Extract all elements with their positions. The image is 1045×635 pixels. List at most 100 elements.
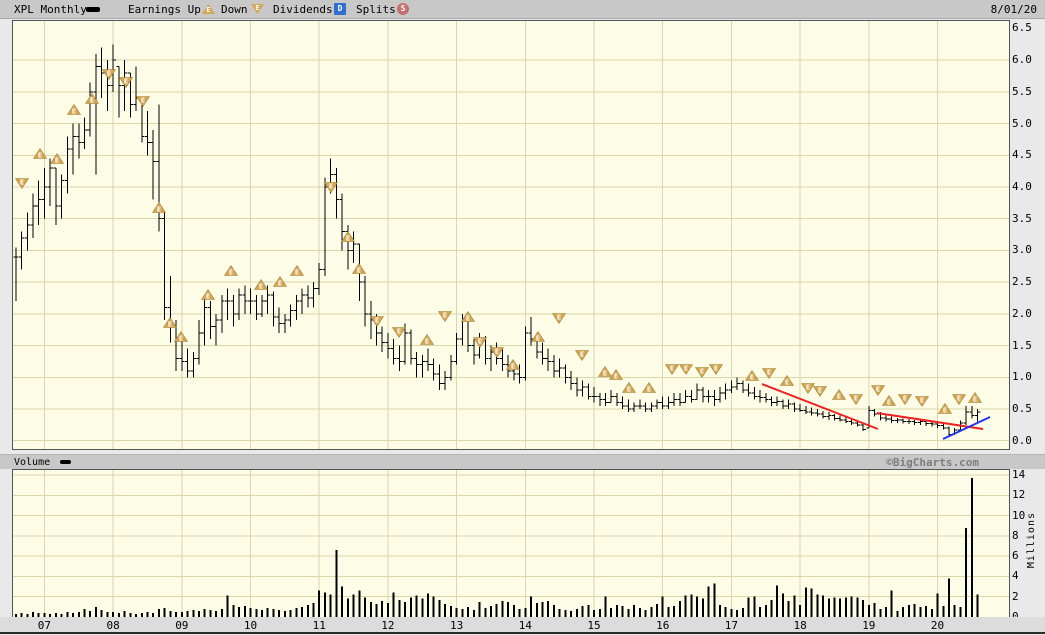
svg-text:E: E — [90, 97, 94, 105]
earnings-up-marker: E — [151, 201, 167, 214]
volume-axis-tick: 12 — [1012, 488, 1026, 502]
price-axis-tick: 3.0 — [1012, 243, 1032, 257]
svg-text:E: E — [876, 386, 880, 394]
x-axis-year-label: 10 — [243, 619, 258, 632]
x-axis-year-label: 13 — [450, 619, 464, 632]
earnings-down-letter: E — [255, 4, 260, 12]
splits-label: Splits — [356, 3, 396, 16]
earnings-down-marker: E — [870, 385, 886, 397]
earnings-up-marker: E — [162, 316, 178, 329]
price-axis-tick: 1.5 — [1012, 338, 1032, 352]
earnings-down-marker: E — [135, 96, 151, 108]
svg-text:E: E — [806, 384, 810, 392]
svg-text:E: E — [647, 386, 651, 394]
volume-header: Volume ©BigCharts.com — [0, 454, 1045, 469]
earnings-up-marker: E — [66, 103, 82, 116]
svg-text:E: E — [903, 395, 907, 403]
svg-text:E: E — [55, 157, 59, 165]
x-axis-year-label: 16 — [656, 619, 670, 632]
svg-text:E: E — [179, 335, 183, 343]
earnings-down-marker: E — [664, 364, 680, 376]
earnings-up-marker: E — [200, 288, 216, 301]
earnings-up-marker: E — [289, 264, 305, 277]
price-axis-tick: 2.0 — [1012, 306, 1032, 320]
trendline-red — [876, 412, 984, 430]
volume-axis-tick: 2 — [1012, 589, 1019, 603]
x-axis-year-label: 19 — [862, 619, 876, 632]
svg-text:E: E — [943, 407, 947, 415]
dividend-icon: D — [334, 3, 346, 15]
svg-text:E: E — [785, 379, 789, 387]
price-axis-tick: 5.5 — [1012, 84, 1032, 98]
earnings-up-marker: E — [49, 152, 65, 165]
svg-text:E: E — [20, 179, 24, 187]
svg-text:E: E — [375, 317, 379, 325]
earnings-up-marker: E — [608, 368, 624, 381]
volume-chart-canvas — [13, 470, 1009, 617]
svg-text:E: E — [141, 97, 145, 105]
svg-text:E: E — [920, 397, 924, 405]
svg-text:E: E — [627, 386, 631, 394]
svg-text:E: E — [259, 283, 263, 291]
x-axis-year-label: 09 — [175, 619, 189, 632]
svg-text:E: E — [425, 338, 429, 346]
chart-date: 8/01/20 — [990, 3, 1037, 16]
svg-text:E: E — [206, 293, 210, 301]
millions-axis-label: Millions — [1026, 512, 1037, 569]
earnings-down-marker: E — [812, 386, 828, 398]
earnings-down-marker: E — [323, 182, 339, 194]
x-axis-year-label: 18 — [793, 619, 807, 632]
earnings-up-marker: E — [340, 230, 356, 243]
earnings-up-marker: E — [641, 381, 657, 394]
earnings-up-marker: E — [351, 262, 367, 275]
svg-text:E: E — [670, 365, 674, 373]
svg-text:E: E — [714, 365, 718, 373]
x-axis-year-label: 17 — [724, 619, 739, 632]
earnings-down-marker: E — [914, 396, 930, 408]
earnings-down-marker: E — [708, 364, 724, 376]
svg-text:E: E — [536, 335, 540, 343]
price-axis-tick: 3.5 — [1012, 211, 1032, 225]
svg-text:E: E — [478, 338, 482, 346]
svg-text:E: E — [295, 269, 299, 277]
svg-text:E: E — [157, 206, 161, 214]
earnings-down-marker: E — [897, 394, 913, 406]
volume-axis-tick: 14 — [1012, 468, 1026, 482]
earnings-down-marker: E — [118, 77, 134, 89]
trendline-red — [761, 383, 879, 430]
earnings-down-marker: E — [951, 394, 967, 406]
svg-text:E: E — [700, 368, 704, 376]
x-axis-year-label: 07 — [37, 619, 52, 632]
earnings-up-marker: E — [597, 365, 613, 378]
volume-axis-tick: 4 — [1012, 569, 1019, 583]
svg-text:E: E — [124, 78, 128, 86]
price-axis-tick: 4.5 — [1012, 148, 1032, 162]
svg-text:E: E — [614, 373, 618, 381]
price-line-swatch — [86, 7, 100, 12]
svg-text:E: E — [38, 152, 42, 160]
x-axis-year-label: 14 — [518, 619, 532, 632]
x-axis-year-label: 08 — [106, 619, 120, 632]
earnings-down-marker: E — [437, 311, 453, 323]
price-axis-tick: 5.0 — [1012, 116, 1032, 130]
earnings-up-marker: E — [621, 381, 637, 394]
svg-text:E: E — [837, 393, 841, 401]
svg-text:E: E — [557, 314, 561, 322]
symbol-label: XPL Monthly — [14, 3, 87, 16]
svg-text:E: E — [818, 387, 822, 395]
earnings-up-marker: E — [881, 394, 897, 407]
svg-text:E: E — [603, 370, 607, 378]
price-axis-tick: 4.0 — [1012, 180, 1032, 194]
volume-axis-tick: 6 — [1012, 549, 1019, 563]
price-axis-tick: 2.5 — [1012, 275, 1032, 289]
earnings-up-marker: E — [173, 330, 189, 343]
svg-text:E: E — [750, 374, 754, 382]
earnings-down-marker: E — [472, 337, 488, 349]
svg-text:E: E — [511, 363, 515, 371]
earnings-down-marker: E — [848, 394, 864, 406]
price-axis-tick: 0.0 — [1012, 433, 1032, 447]
earnings-down-marker: E — [761, 368, 777, 380]
earnings-down-icon: E — [251, 4, 264, 14]
